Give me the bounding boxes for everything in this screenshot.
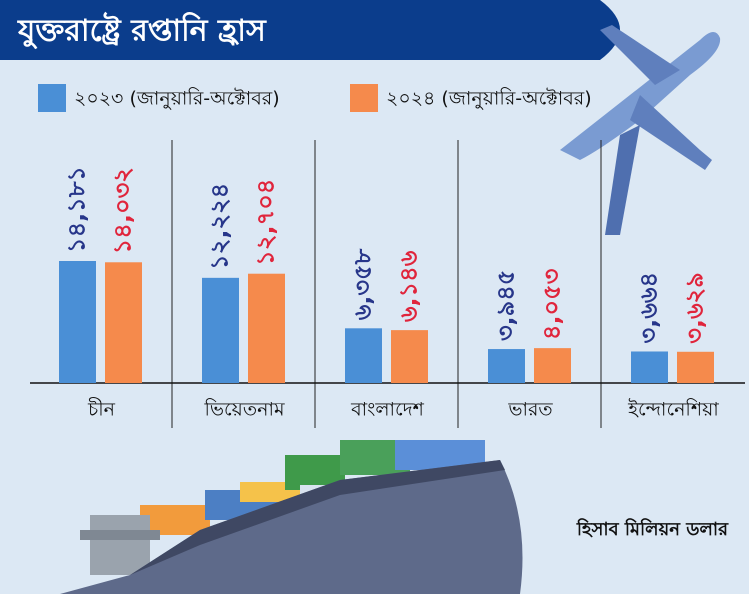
x-tick-label: ভারত [507,399,553,421]
x-tick-label: ইন্দোনেশিয়া [627,399,719,421]
airplane [560,25,721,235]
legend-swatch [38,84,66,112]
x-tick-label: ভিয়েতনাম [203,399,285,421]
x-tick-label: চীন [87,398,116,421]
bar [105,262,142,383]
bar [248,273,285,383]
value-label: ৩,৯৪৫ [492,270,520,341]
title-banner [0,0,620,60]
x-tick-label: বাংলাদেশ [350,399,425,421]
legend-label: ২০২৩ (জানুয়ারি-অক্টোবর) [74,88,280,110]
value-label: ১২,২২৪ [206,183,234,270]
value-label: ১৪,১৮১ [63,166,91,253]
value-label: ৩,৬৬৪ [635,272,663,344]
bar [631,351,668,383]
ship [60,440,523,594]
chart-title: যুক্তরাষ্ট্রে রপ্তানি হ্রাস [17,12,267,50]
value-label: ৬,৩৫৮ [349,248,377,320]
value-label: ৩,৬২৯ [681,272,709,344]
unit-note: হিসাব মিলিয়ন ডলার [576,518,729,540]
legend-label: ২০২৪ (জানুয়ারি-অক্টোবর) [386,88,592,110]
bar [488,349,525,383]
bar [534,348,571,383]
bar [391,330,428,383]
bar [345,328,382,383]
value-label: ৬,১৪৬ [395,250,423,322]
value-label: ৪,০৫৩ [538,268,566,340]
legend-swatch [350,84,378,112]
bar [59,261,96,383]
value-label: ১২,৭০৪ [252,179,280,266]
value-label: ১৪,০৩২ [109,167,137,254]
bar [202,277,239,383]
bar [677,351,714,383]
